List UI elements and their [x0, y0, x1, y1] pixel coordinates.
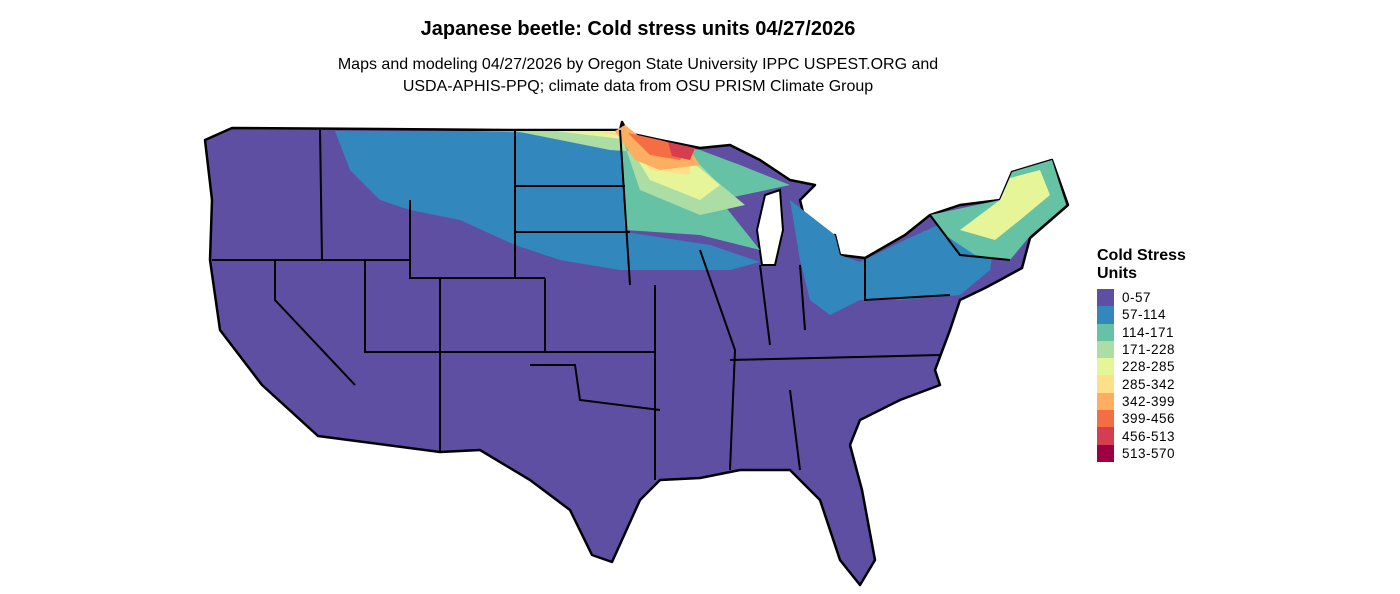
- legend-label: 513-570: [1122, 445, 1176, 461]
- region-57-114: [335, 131, 760, 270]
- legend-item: 513-570: [1097, 444, 1186, 462]
- map-subtitle-line1: Maps and modeling 04/27/2026 by Oregon S…: [337, 56, 939, 73]
- legend-swatch: [1097, 323, 1114, 341]
- legend-title-line2: Units: [1097, 265, 1137, 282]
- legend-item: 114-171: [1097, 323, 1186, 341]
- region-114-171: [470, 131, 790, 250]
- us-outline: [203, 120, 1070, 587]
- legend-label: 342-399: [1122, 393, 1176, 409]
- legend-swatch: [1097, 375, 1114, 393]
- legend-title-line1: Cold Stress: [1097, 247, 1186, 264]
- legend-label: 399-456: [1122, 411, 1176, 427]
- legend-label: 171-228: [1122, 342, 1176, 358]
- legend-swatch: [1097, 358, 1114, 376]
- map-subtitle-line2: USDA-APHIS-PPQ; climate data from OSU PR…: [402, 78, 874, 95]
- legend-label: 0-57: [1122, 290, 1152, 306]
- legend-label: 57-114: [1122, 307, 1167, 323]
- legend-item: 0-57: [1097, 289, 1186, 307]
- lake-michigan: [755, 188, 785, 266]
- legend-item: 171-228: [1097, 340, 1186, 359]
- legend-item: 285-342: [1097, 375, 1186, 393]
- region-456-513: [668, 142, 695, 160]
- legend: Cold Stress Units 0-57 57-114 114-171 171-2…: [1097, 247, 1186, 462]
- legend-label: 114-171: [1122, 324, 1175, 340]
- region-228-285: [555, 131, 720, 200]
- legend-swatch: [1097, 444, 1114, 462]
- legend-label: 456-513: [1122, 428, 1176, 444]
- legend-item: 456-513: [1097, 427, 1186, 445]
- legend-item: 228-285: [1097, 358, 1186, 376]
- legend-swatch: [1097, 289, 1114, 307]
- legend-item: 342-399: [1097, 392, 1186, 411]
- map-title: Japanese beetle: Cold stress units 04/27…: [420, 18, 856, 40]
- legend-label: 285-342: [1122, 376, 1176, 392]
- legend-label: 228-285: [1122, 359, 1176, 375]
- legend-swatch: [1097, 306, 1114, 324]
- legend-swatch: [1097, 410, 1114, 428]
- legend-swatch: [1097, 392, 1114, 411]
- region-228-285-ne: [960, 170, 1050, 240]
- legend-item: 57-114: [1097, 306, 1186, 324]
- legend-item: 399-456: [1097, 410, 1186, 428]
- state-borders: [212, 129, 1011, 480]
- legend-title: Cold Stress Units: [1097, 247, 1186, 283]
- legend-swatch: [1097, 427, 1114, 445]
- legend-swatch: [1097, 340, 1114, 359]
